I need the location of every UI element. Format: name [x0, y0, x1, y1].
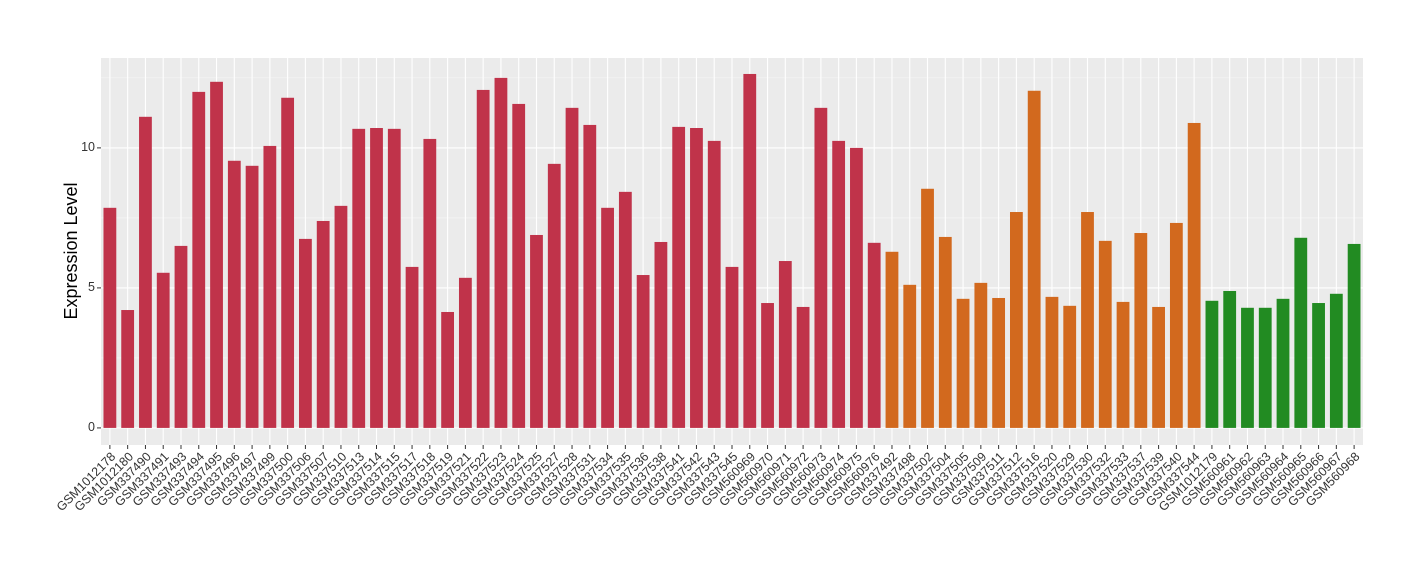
bar: [1276, 298, 1290, 428]
bar: [334, 205, 348, 428]
bar: [156, 272, 170, 428]
bar: [601, 207, 614, 428]
bar: [743, 73, 757, 428]
bar: [1152, 306, 1165, 428]
bar: [672, 126, 686, 428]
bar: [530, 234, 543, 428]
bar: [565, 107, 579, 428]
bar: [1205, 300, 1219, 428]
bar: [1241, 307, 1254, 428]
bar: [1081, 212, 1094, 428]
bar: [299, 238, 312, 428]
bar: [938, 236, 952, 428]
bar: [796, 306, 810, 428]
bar: [103, 207, 117, 428]
bar: [405, 266, 419, 428]
y-tick-label: 10: [81, 140, 95, 154]
bar: [583, 124, 597, 428]
bar: [778, 261, 792, 428]
bar: [494, 77, 508, 428]
bar: [1223, 290, 1237, 428]
bar: [636, 275, 650, 428]
bar: [263, 145, 277, 428]
bar: [1063, 305, 1077, 428]
y-axis-title: Expression Level: [61, 182, 81, 319]
bar: [974, 282, 988, 428]
bar: [1045, 296, 1059, 428]
bar: [1258, 307, 1272, 428]
bar: [547, 163, 561, 428]
bar: [458, 277, 472, 428]
bar: [476, 89, 490, 428]
bar: [903, 284, 917, 428]
bar: [423, 138, 437, 428]
bar: [1187, 122, 1201, 428]
bar: [1347, 243, 1361, 428]
bar: [814, 107, 828, 428]
bar: [867, 242, 881, 428]
bar: [370, 128, 383, 428]
bar: [1294, 237, 1308, 428]
bar: [1169, 222, 1183, 428]
bar: [210, 81, 223, 428]
bar: [690, 128, 703, 428]
bar: [227, 160, 241, 428]
bar: [441, 311, 455, 428]
bar: [921, 188, 934, 428]
bar: [832, 140, 846, 428]
bar: [1116, 301, 1130, 428]
bar: [1098, 240, 1112, 428]
bar: [512, 103, 526, 428]
bar: [618, 191, 632, 428]
bar: [956, 298, 970, 428]
bar: [725, 266, 739, 428]
bar: [885, 251, 899, 428]
bar: [654, 241, 668, 428]
bar: [245, 165, 259, 428]
bar: [1312, 303, 1325, 428]
bar: [121, 310, 135, 428]
bar: [1134, 233, 1148, 428]
bar: [387, 128, 401, 428]
y-tick-label: 0: [88, 420, 95, 434]
bar: [192, 91, 206, 428]
bar: [1009, 212, 1023, 428]
bar: [139, 116, 152, 428]
bar: [992, 297, 1006, 428]
bar: [316, 220, 330, 428]
bar: [281, 97, 295, 428]
bar: [1329, 293, 1343, 428]
bar: [1027, 90, 1041, 428]
bar: [761, 303, 774, 428]
bar: [707, 140, 721, 428]
bar: [850, 147, 863, 428]
y-tick-label: 5: [88, 280, 95, 294]
bar: [352, 128, 366, 428]
bar: [174, 245, 188, 428]
